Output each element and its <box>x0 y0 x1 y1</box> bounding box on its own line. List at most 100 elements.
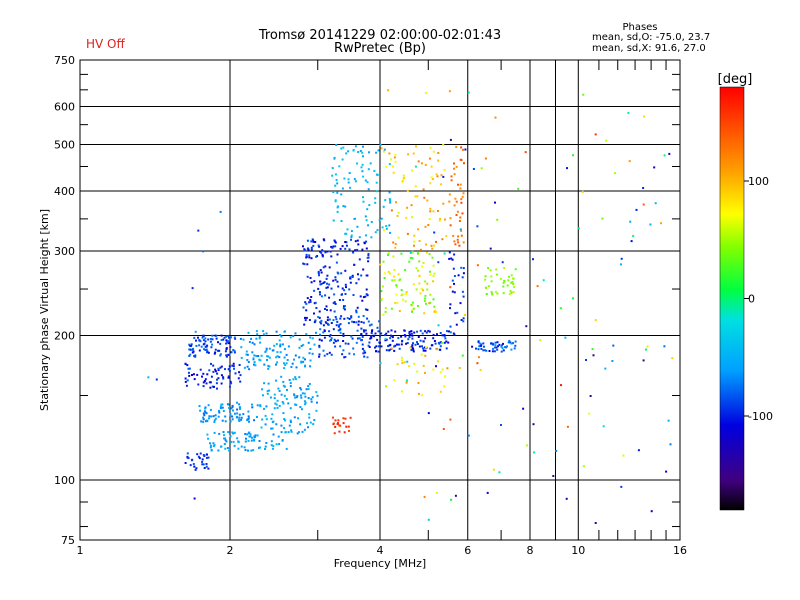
data-point <box>187 371 190 374</box>
data-point <box>344 269 347 272</box>
data-point <box>494 201 496 204</box>
data-point <box>384 199 387 202</box>
data-point <box>363 330 366 333</box>
data-point <box>282 384 285 387</box>
data-point <box>351 337 354 340</box>
data-point <box>455 200 458 203</box>
data-point <box>498 343 501 346</box>
data-point <box>333 156 336 159</box>
data-point <box>307 397 310 399</box>
data-point <box>443 341 446 344</box>
data-point <box>356 239 359 242</box>
data-point <box>342 417 345 420</box>
data-point <box>210 415 213 418</box>
data-point <box>214 351 217 354</box>
data-point <box>443 385 446 388</box>
data-point <box>416 341 418 344</box>
data-point <box>413 240 416 243</box>
data-point <box>304 365 306 368</box>
y-tick-label: 300 <box>54 245 75 258</box>
data-point <box>228 369 231 372</box>
data-point <box>209 442 211 445</box>
data-point <box>560 384 562 387</box>
data-point <box>366 308 369 311</box>
data-point <box>192 463 195 465</box>
data-point <box>449 331 452 334</box>
data-point <box>245 353 248 356</box>
data-point <box>302 262 305 265</box>
data-point <box>278 334 281 336</box>
data-point <box>197 383 200 386</box>
data-point <box>260 426 263 429</box>
data-point <box>256 404 259 407</box>
data-point <box>240 418 243 421</box>
data-point <box>397 211 400 214</box>
data-point <box>582 93 585 96</box>
data-point <box>271 421 274 423</box>
data-point <box>318 316 321 319</box>
data-point <box>667 419 670 422</box>
data-point <box>449 224 452 227</box>
data-point <box>299 394 302 397</box>
data-point <box>210 346 213 349</box>
x-tick-label: 1 <box>77 544 84 557</box>
data-point <box>496 218 499 221</box>
data-point <box>272 433 275 436</box>
data-point <box>371 330 373 332</box>
chart-subtitle: RwPretec (Bp) <box>333 41 427 56</box>
data-point <box>385 227 388 230</box>
data-point <box>370 236 373 239</box>
data-point <box>566 425 569 428</box>
data-point <box>276 351 279 354</box>
data-point <box>439 345 442 348</box>
data-point <box>313 312 315 315</box>
data-point <box>506 284 509 287</box>
data-point <box>491 350 494 353</box>
data-point <box>305 316 308 319</box>
data-point <box>374 197 377 200</box>
data-point <box>236 408 239 411</box>
data-point <box>424 330 427 333</box>
data-point <box>478 345 481 348</box>
data-point <box>332 319 335 322</box>
data-point <box>319 328 322 331</box>
y-tick-label: 750 <box>54 54 75 67</box>
data-point <box>340 147 343 150</box>
data-point <box>202 343 205 346</box>
data-point <box>232 409 234 412</box>
data-point <box>431 256 434 259</box>
data-point <box>446 367 449 370</box>
data-point <box>284 364 287 367</box>
data-point <box>506 345 508 348</box>
data-point <box>288 379 291 381</box>
data-point <box>300 396 303 399</box>
data-point <box>462 148 464 151</box>
data-point <box>398 310 401 312</box>
data-point <box>348 352 351 355</box>
data-point <box>417 269 419 272</box>
data-point <box>233 367 235 370</box>
data-point <box>301 408 303 411</box>
data-point <box>336 210 339 213</box>
data-point <box>645 348 647 351</box>
data-point <box>407 153 410 156</box>
data-point <box>384 337 387 340</box>
data-point <box>349 186 352 189</box>
data-point <box>432 264 435 267</box>
data-point <box>496 292 499 295</box>
data-point <box>253 439 256 442</box>
data-point <box>406 206 409 209</box>
data-point <box>258 440 261 442</box>
data-point <box>344 241 347 243</box>
data-point <box>363 355 366 358</box>
data-point <box>311 396 314 399</box>
data-point <box>293 416 296 419</box>
data-point <box>452 234 455 237</box>
data-point <box>395 284 398 287</box>
data-point <box>464 148 467 151</box>
data-point <box>611 360 614 362</box>
data-point <box>238 371 241 374</box>
data-point <box>309 300 312 303</box>
data-point <box>198 344 201 347</box>
data-point <box>250 439 253 442</box>
